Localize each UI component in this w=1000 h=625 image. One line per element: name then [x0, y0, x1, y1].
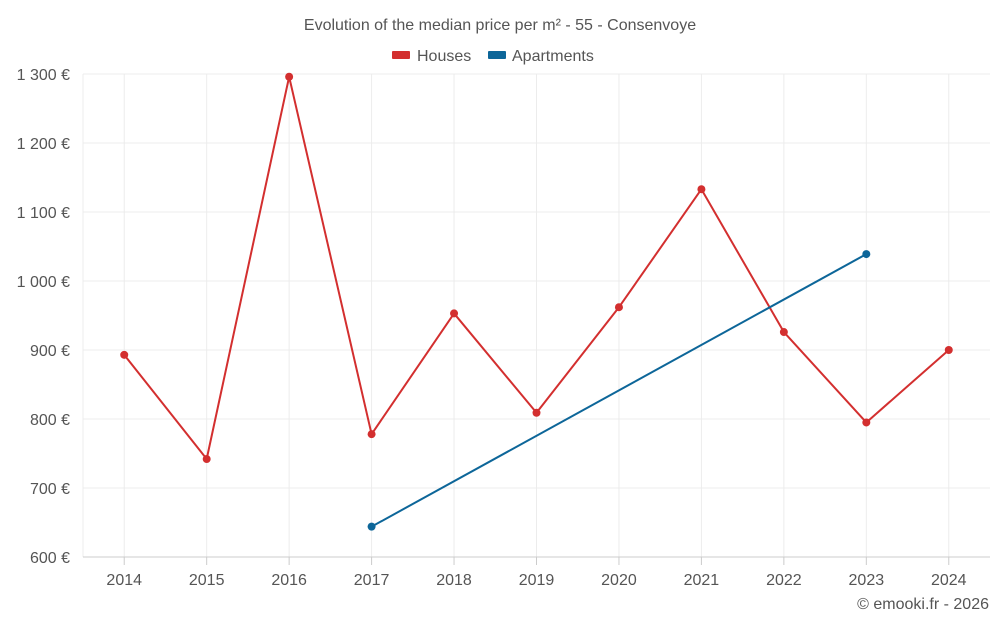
y-tick-label: 1 100 € [17, 205, 70, 222]
legend-item-houses[interactable]: Houses [392, 48, 471, 65]
legend: Houses Apartments [392, 48, 594, 65]
x-tick-label: 2023 [849, 572, 885, 589]
y-tick-label: 1 200 € [17, 136, 70, 153]
x-tick-label: 2016 [271, 572, 307, 589]
y-tick-label: 1 000 € [17, 274, 70, 291]
data-point-houses[interactable] [944, 346, 953, 354]
data-point-houses[interactable] [779, 328, 788, 337]
x-tick-label: 2022 [766, 572, 802, 589]
x-tick-label: 2015 [189, 572, 225, 589]
data-point-houses[interactable] [862, 418, 871, 427]
x-tick-label: 2014 [106, 572, 142, 589]
data-point-houses[interactable] [450, 309, 459, 318]
legend-label-apartments: Apartments [512, 48, 594, 65]
grid [82, 73, 990, 557]
legend-swatch-apartments [488, 51, 506, 59]
data-point-houses[interactable] [202, 455, 211, 464]
y-tick-label: 900 € [30, 343, 70, 360]
data-point-houses[interactable] [367, 430, 376, 439]
data-point-houses[interactable] [532, 408, 541, 417]
legend-swatch-houses [392, 51, 410, 59]
y-axis: 600 € 700 € 800 € 900 € 1 000 € 1 100 € 1 200 … [17, 67, 70, 567]
data-point-apartments[interactable] [367, 522, 376, 531]
data-point-houses[interactable] [285, 72, 294, 81]
y-tick-label: 800 € [30, 412, 70, 429]
y-tick-label: 600 € [30, 550, 70, 567]
y-tick-label: 700 € [30, 481, 70, 498]
x-axis: 2014 2015 2016 2017 2018 2019 2020 2021 2022 2023… [83, 556, 990, 589]
x-tick-label: 2019 [519, 572, 555, 589]
x-tick-label: 2017 [354, 572, 390, 589]
data-point-houses[interactable] [697, 185, 706, 194]
series-line-apartments [371, 253, 867, 528]
x-tick-label: 2018 [436, 572, 472, 589]
x-tick-label: 2021 [684, 572, 720, 589]
x-tick-label: 2024 [931, 572, 967, 589]
data-point-houses[interactable] [614, 303, 623, 312]
data-point-apartments[interactable] [862, 250, 871, 259]
copyright-credit: © emooki.fr - 2026 [857, 596, 989, 613]
legend-label-houses: Houses [417, 48, 471, 65]
legend-item-apartments[interactable]: Apartments [488, 48, 594, 65]
series-layer [120, 72, 953, 531]
data-point-houses[interactable] [120, 350, 129, 359]
x-tick-label: 2020 [601, 572, 637, 589]
chart-title: Evolution of the median price per m² - 5… [304, 17, 696, 34]
y-tick-label: 1 300 € [17, 67, 70, 84]
